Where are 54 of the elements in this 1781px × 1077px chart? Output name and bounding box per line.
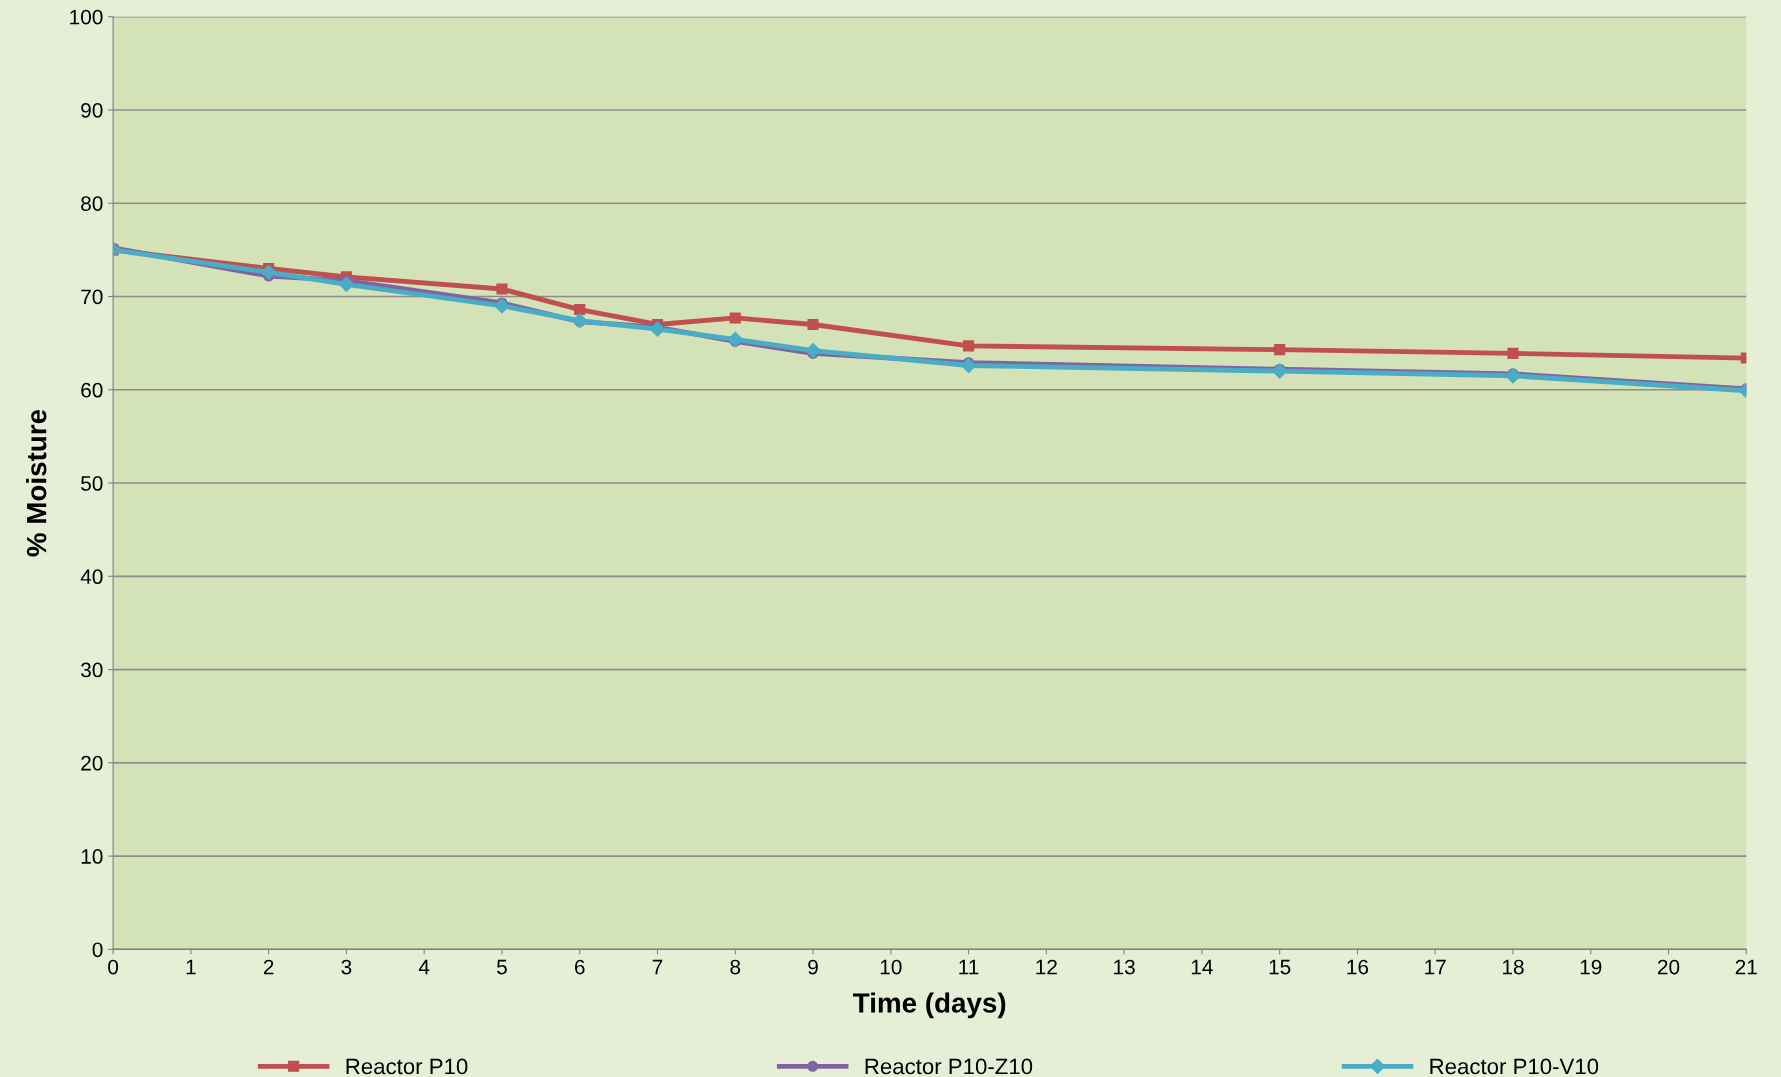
x-axis-title: Time (days) — [853, 992, 1006, 1019]
point — [1272, 363, 1288, 379]
y-tick-label: 90 — [81, 102, 103, 118]
x-tick-label: 14 — [1191, 959, 1213, 975]
point — [805, 343, 821, 359]
legend-label: Reactor P10 — [346, 1058, 468, 1075]
y-tick-label: 0 — [92, 942, 103, 958]
x-tick-label: 3 — [341, 959, 352, 975]
point — [963, 340, 975, 352]
x-tick-label: 12 — [1036, 959, 1057, 975]
y-tick-label: 50 — [81, 476, 103, 491]
x-tick-label: 1 — [186, 959, 196, 975]
point — [1274, 344, 1286, 356]
x-tick-label: 18 — [1502, 959, 1524, 975]
y-tick-label: 60 — [81, 382, 103, 398]
x-tick-label: 13 — [1114, 959, 1135, 975]
point — [727, 331, 743, 347]
point — [494, 298, 510, 314]
point — [496, 283, 508, 295]
x-tick-label: 2 — [263, 959, 274, 975]
point — [960, 357, 977, 374]
x-tick-label: 20 — [1657, 959, 1680, 975]
y-tick-label: 70 — [81, 289, 103, 305]
y-tick-label: 20 — [81, 755, 103, 771]
x-tick-label: 0 — [108, 959, 119, 975]
point — [338, 276, 354, 292]
x-tick-label: 19 — [1580, 959, 1602, 975]
y-tick-label: 80 — [81, 196, 103, 211]
x-tick-label: 16 — [1347, 959, 1369, 975]
x-tick-label: 15 — [1269, 959, 1291, 975]
legend-label: Reactor P10-Z10 — [865, 1058, 1033, 1075]
y-tick-label: 30 — [81, 662, 103, 678]
x-tick-label: 5 — [496, 959, 507, 975]
x-tick-label: 21 — [1735, 959, 1757, 975]
point — [1507, 347, 1519, 359]
point — [1505, 368, 1521, 384]
x-tick-label: 17 — [1425, 959, 1446, 975]
x-tick-label: 4 — [418, 959, 430, 975]
y-tick-label: 40 — [80, 569, 103, 585]
x-tick-label: 6 — [574, 959, 585, 975]
legend-label: Reactor P10-V10 — [1430, 1058, 1599, 1075]
x-tick-label: 11 — [959, 959, 979, 975]
y-axis-title: % Moisture — [26, 409, 47, 557]
x-tick-label: 8 — [730, 959, 741, 975]
y-tick-label: 10 — [81, 849, 103, 864]
x-tick-label: 9 — [808, 959, 818, 975]
point — [649, 321, 666, 337]
x-tick-label: 10 — [880, 959, 902, 975]
point — [729, 312, 741, 324]
y-tick-label: 100 — [70, 9, 103, 25]
x-tick-label: 7 — [652, 959, 663, 975]
point — [574, 303, 586, 316]
point — [807, 318, 819, 331]
point — [261, 264, 277, 280]
